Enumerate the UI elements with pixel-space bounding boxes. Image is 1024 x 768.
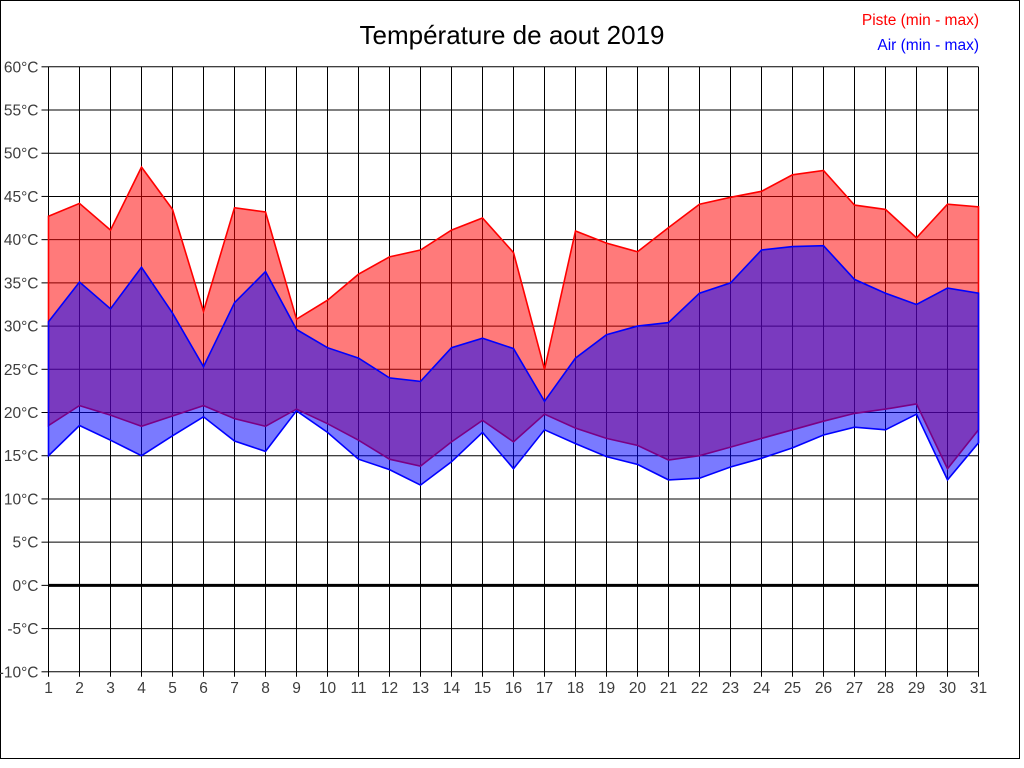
x-tick-label: 31	[970, 680, 987, 697]
x-tick-label: 1	[44, 680, 53, 697]
x-tick-label: 7	[230, 680, 239, 697]
air-band	[47, 244, 980, 487]
x-tick-label: 21	[660, 680, 677, 697]
x-tick-label: 13	[412, 680, 429, 697]
y-tick-label: 20°C	[4, 405, 39, 422]
x-tick-label: 2	[75, 680, 84, 697]
x-tick-label: 9	[292, 680, 301, 697]
chart-legend: Piste (min - max) Air (min - max)	[862, 8, 979, 58]
y-tick-label: 55°C	[4, 103, 39, 120]
x-axis-labels: 1 2 3 4 5 6 7 8 9 10 11 12 13 14 15 16 17 18 19 20 21 22 23 24 2…	[44, 680, 987, 697]
x-tick-label: 16	[505, 680, 522, 697]
y-tick-label: 30°C	[4, 319, 39, 336]
x-tick-label: 18	[567, 680, 584, 697]
y-tick-label: 50°C	[4, 146, 39, 163]
x-tick-label: 20	[629, 680, 647, 697]
x-tick-label: 30	[939, 680, 957, 697]
y-axis-labels: 60°C 55°C 50°C 45°C 40°C 35°C 30°C 25°C 20°C 15°C…	[0, 59, 39, 681]
x-tick-label: 23	[722, 680, 739, 697]
x-tick-label: 27	[846, 680, 863, 697]
legend-piste-label: Piste (min - max)	[861, 12, 979, 29]
x-tick-label: 25	[784, 680, 801, 697]
y-tick-label: 60°C	[4, 59, 39, 76]
x-tick-label: 19	[598, 680, 615, 697]
y-tick-label: 35°C	[4, 275, 39, 292]
x-tick-label: 29	[908, 680, 925, 697]
y-tick-label: 25°C	[4, 362, 39, 379]
x-tick-label: 3	[106, 680, 115, 697]
x-tick-label: 28	[877, 680, 894, 697]
y-tick-label: 45°C	[4, 189, 39, 206]
chart-title: Température de aout 2019	[359, 20, 665, 50]
x-tick-label: 5	[168, 680, 177, 697]
x-tick-label: 17	[536, 680, 553, 697]
y-tick-label: -5°C	[7, 621, 38, 638]
y-tick-label: 5°C	[12, 535, 38, 552]
x-tick-label: 24	[753, 680, 771, 697]
x-tick-label: 8	[261, 680, 270, 697]
x-tick-label: 10	[319, 680, 337, 697]
x-tick-label: 15	[474, 680, 491, 697]
x-tick-label: 6	[199, 680, 208, 697]
y-tick-label: 40°C	[4, 232, 39, 249]
y-tick-label: 0°C	[12, 578, 38, 595]
legend-air-label: Air (min - max)	[877, 37, 979, 54]
y-tick-label: 15°C	[4, 448, 39, 465]
x-tick-label: 12	[381, 680, 398, 697]
x-tick-label: 14	[443, 680, 461, 697]
y-tick-label: 10°C	[4, 491, 39, 508]
x-tick-label: 4	[137, 680, 146, 697]
y-tick-label: -10°C	[0, 664, 39, 681]
x-tick-label: 11	[350, 680, 366, 697]
x-tick-label: 22	[691, 680, 708, 697]
x-tick-label: 26	[815, 680, 832, 697]
